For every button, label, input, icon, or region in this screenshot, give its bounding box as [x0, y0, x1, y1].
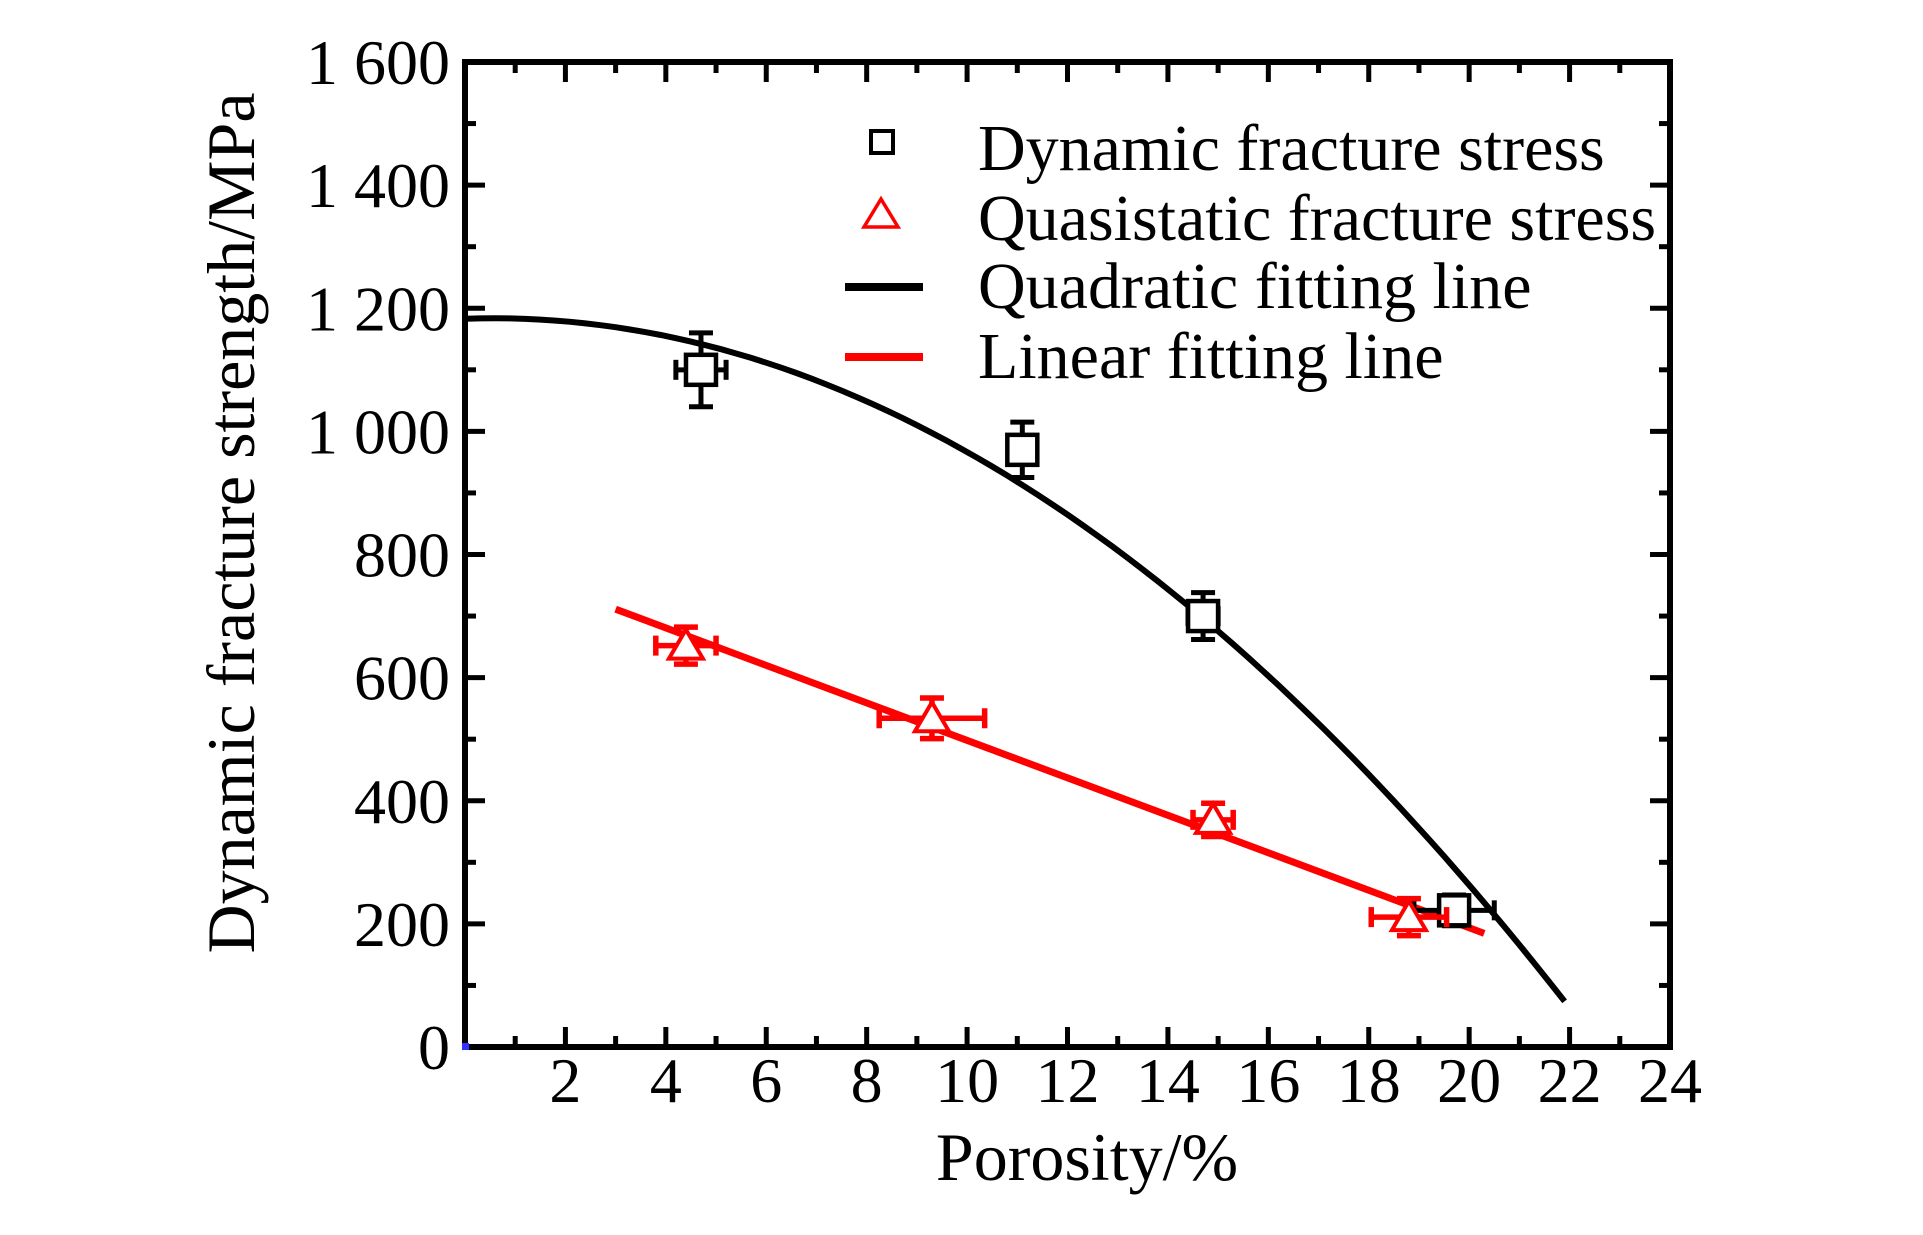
y-tick-label: 200 [354, 889, 450, 960]
y-tick-label: 1 600 [306, 27, 450, 98]
x-tick-label: 16 [1236, 1045, 1300, 1116]
x-tick-label: 4 [650, 1045, 682, 1116]
square-marker-icon [869, 129, 895, 155]
x-tick-label: 24 [1638, 1045, 1702, 1116]
y-axis-title: Dynamic fracture strength/MPa [193, 92, 269, 953]
quadratic-fit-line [464, 315, 1567, 1004]
y-tick-label: 600 [354, 643, 450, 714]
square-marker [1005, 432, 1040, 468]
y-tick-label: 400 [354, 766, 450, 837]
triangle-marker [665, 625, 707, 661]
y-tick-label: 0 [418, 1012, 450, 1083]
x-tick-label: 14 [1136, 1045, 1200, 1116]
triangle-marker-icon [860, 195, 902, 229]
x-tick-label: 12 [1036, 1045, 1100, 1116]
y-tick-label: 800 [354, 520, 450, 591]
triangle-marker [1388, 897, 1430, 933]
linear-fit-line [614, 605, 1486, 937]
y-tick-label: 1 200 [306, 273, 450, 344]
legend-item-quadratic-fitting-line: Quadratic fitting line [845, 250, 1532, 323]
legend: Dynamic fracture stress Quasistatic frac… [845, 112, 1656, 393]
square-marker [683, 352, 719, 388]
legend-item-quasistatic-fracture-stress: Quasistatic fracture stress [860, 182, 1656, 255]
x-tick-label: 2 [549, 1045, 581, 1116]
triangle-marker [911, 698, 953, 734]
origin-marker [462, 1043, 469, 1050]
legend-label-quadratic: Quadratic fitting line [978, 250, 1532, 323]
triangle-marker [1192, 799, 1234, 835]
legend-label-dynamic: Dynamic fracture stress [978, 112, 1605, 185]
square-marker [1185, 598, 1221, 634]
x-tick-label: 20 [1437, 1045, 1501, 1116]
x-tick-label: 8 [851, 1045, 883, 1116]
legend-label-linear: Linear fitting line [978, 320, 1444, 393]
legend-item-dynamic-fracture-stress: Dynamic fracture stress [869, 112, 1605, 185]
y-tick-label: 1 400 [306, 150, 450, 221]
x-tick-label: 18 [1337, 1045, 1401, 1116]
x-axis-title: Porosity/% [936, 1119, 1238, 1195]
x-tick-label: 22 [1538, 1045, 1602, 1116]
legend-item-linear-fitting-line: Linear fitting line [845, 320, 1444, 393]
square-marker [1436, 893, 1472, 928]
x-tick-label: 10 [935, 1045, 999, 1116]
y-tick-label: 1 000 [306, 396, 450, 467]
x-tick-label: 6 [750, 1045, 782, 1116]
legend-label-quasistatic: Quasistatic fracture stress [978, 182, 1656, 255]
